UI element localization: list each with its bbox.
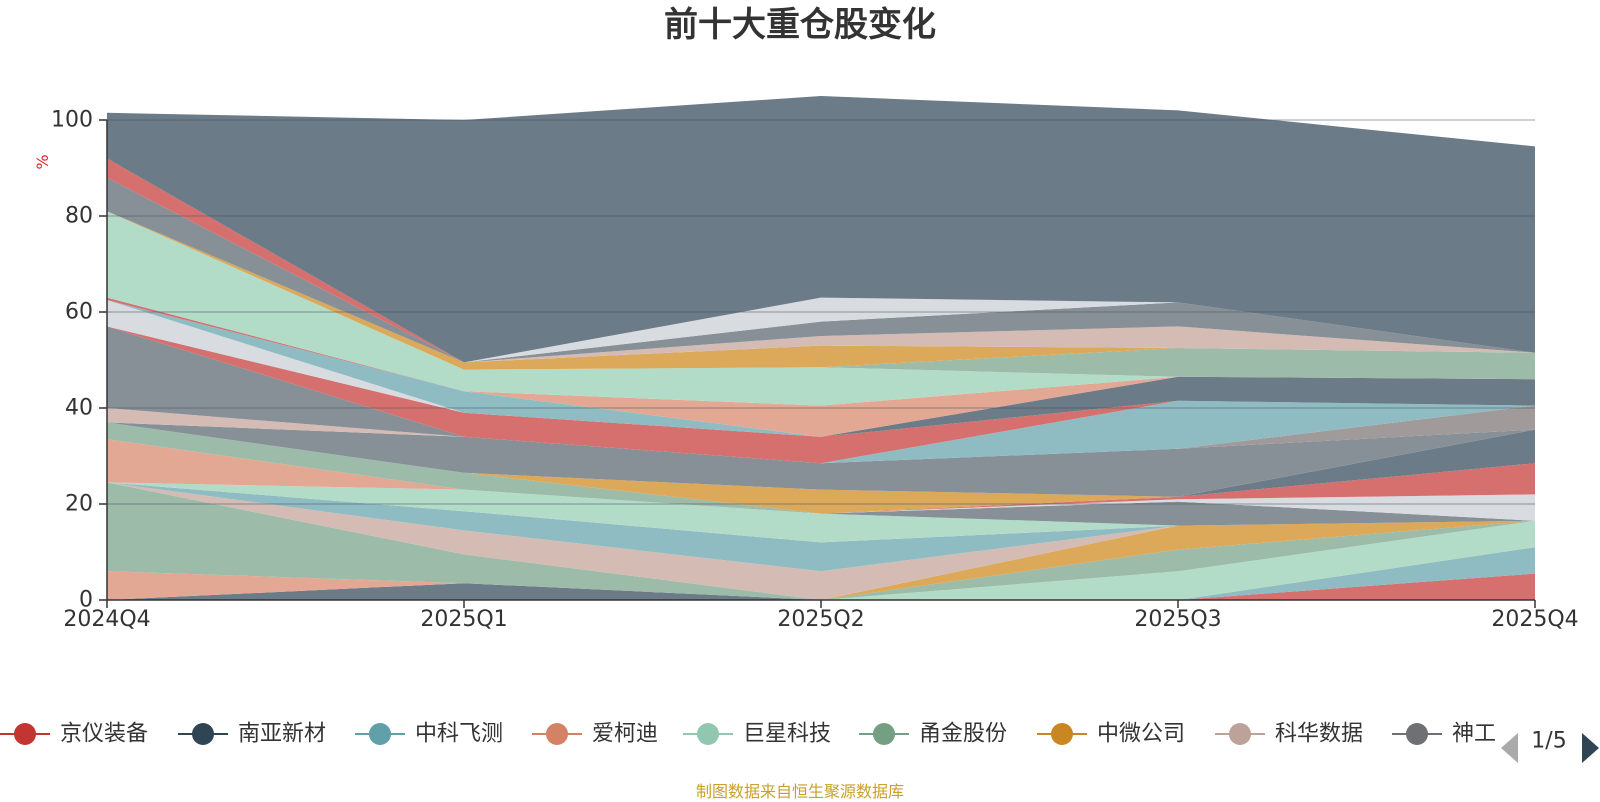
y-tick-label-40: 40	[65, 396, 93, 421]
legend-label: 京仪装备	[60, 722, 148, 747]
legend-label: 中微公司	[1097, 722, 1185, 747]
area-series-7	[107, 482, 1535, 600]
y-tick-label-0: 0	[79, 588, 93, 613]
legend-item-中微公司[interactable]: 中微公司	[1037, 722, 1185, 747]
data-source-note: 制图数据来自恒生聚源数据库	[695, 782, 904, 801]
area-series-4	[107, 520, 1535, 600]
legend-prev-page-icon[interactable]	[1501, 733, 1518, 763]
legend-label: 爱柯迪	[592, 722, 658, 747]
area-series-19	[107, 422, 1535, 514]
legend-page-indicator: 1/5	[1531, 729, 1566, 754]
area-series-5	[107, 482, 1535, 600]
x-tick-label-2025Q4: 2025Q4	[1491, 607, 1578, 632]
legend-label: 南亚新材	[238, 722, 326, 747]
gridlines	[107, 119, 1535, 505]
legend-marker-icon	[546, 723, 568, 745]
legend-next-page-icon[interactable]	[1582, 733, 1599, 763]
legend-marker-icon	[697, 723, 719, 745]
y-axis-unit-label: %	[33, 154, 52, 169]
y-tick-label-60: 60	[65, 300, 93, 325]
legend-marker-icon	[1406, 723, 1428, 745]
area-series-20	[107, 422, 1535, 514]
legend-label: 中科飞测	[415, 722, 503, 747]
legend-marker-icon	[14, 723, 36, 745]
legend-label: 甬金股份	[919, 722, 1007, 747]
legend-marker-icon	[1051, 723, 1073, 745]
area-series-35	[107, 211, 1535, 363]
legend-marker-icon	[192, 723, 214, 745]
legend-item-巨星科技[interactable]: 巨星科技	[683, 722, 831, 747]
x-tick-label-2024Q4: 2024Q4	[63, 607, 150, 632]
legend: 京仪装备 南亚新材 中科飞测 爱柯迪 巨星科技 甬金股份 中微公司 科华数据 神工 1/5	[0, 722, 1599, 763]
area-layers	[107, 96, 1535, 600]
y-tick-label-80: 80	[65, 204, 93, 229]
legend-item-爱柯迪[interactable]: 爱柯迪	[532, 722, 658, 747]
legend-items: 京仪装备 南亚新材 中科飞测 爱柯迪 巨星科技 甬金股份 中微公司 科华数据 神工	[0, 722, 1496, 747]
area-series-13	[107, 482, 1535, 526]
legend-item-神工[interactable]: 神工	[1392, 722, 1496, 747]
area-series-0	[107, 573, 1535, 600]
area-series-23	[107, 400, 1535, 464]
x-tick-label-2025Q1: 2025Q1	[420, 607, 507, 632]
area-series-29	[107, 300, 1535, 437]
legend-item-甬金股份[interactable]: 甬金股份	[859, 722, 1007, 747]
area-series-9	[107, 482, 1535, 572]
area-series-6	[107, 482, 1535, 600]
legend-label: 科华数据	[1275, 722, 1363, 747]
x-tick-label-2025Q2: 2025Q2	[777, 607, 864, 632]
legend-marker-icon	[369, 723, 391, 745]
legend-item-京仪装备[interactable]: 京仪装备	[0, 722, 148, 747]
y-tick-label-20: 20	[65, 492, 93, 517]
area-series-33	[107, 211, 1535, 380]
area-series-15	[107, 482, 1535, 521]
area-series-21	[107, 422, 1535, 497]
area-series-31	[107, 297, 1535, 437]
area-series-27	[107, 326, 1535, 437]
x-tick-labels: 2024Q4 2025Q1 2025Q2 2025Q3 2025Q4	[63, 600, 1579, 632]
area-series-24	[107, 400, 1535, 464]
legend-marker-icon	[873, 723, 895, 745]
area-series-1	[107, 573, 1535, 600]
x-tick-label-2025Q3: 2025Q3	[1134, 607, 1221, 632]
y-tick-labels: 0 20 40 60 80 100	[51, 108, 107, 613]
area-series-26	[107, 326, 1535, 464]
y-tick-label-100: 100	[51, 108, 93, 133]
area-series-36	[107, 177, 1535, 363]
area-series-39	[107, 96, 1535, 363]
legend-item-南亚新材[interactable]: 南亚新材	[178, 722, 326, 747]
legend-item-中科飞测[interactable]: 中科飞测	[355, 722, 503, 747]
legend-item-科华数据[interactable]: 科华数据	[1215, 722, 1363, 747]
area-series-10	[107, 482, 1535, 543]
legend-marker-icon	[1229, 723, 1251, 745]
chart-title: 前十大重仓股变化	[664, 5, 936, 45]
legend-label: 神工	[1452, 722, 1496, 747]
legend-label: 巨星科技	[743, 722, 831, 747]
